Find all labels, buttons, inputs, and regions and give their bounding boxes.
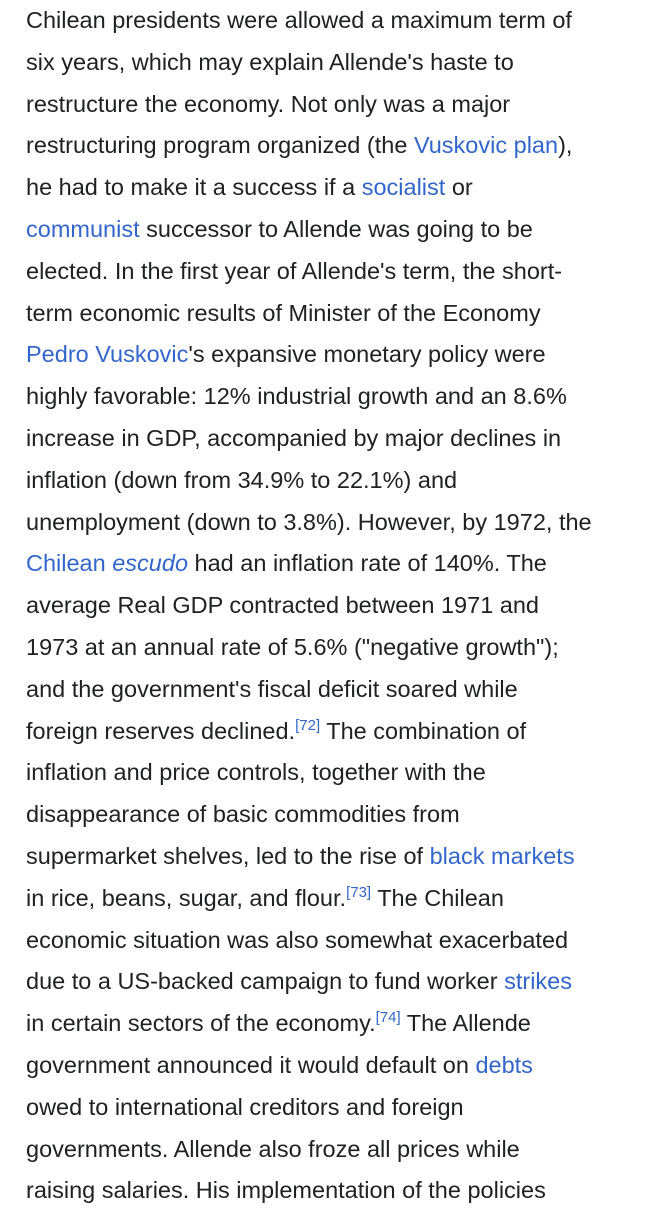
text-line: Chilean escudo had an inflation rate of …	[26, 543, 651, 585]
text: ),	[558, 132, 573, 159]
text-line: governments. Allende also froze all pric…	[26, 1129, 651, 1171]
reference[interactable]: [72]	[295, 716, 321, 734]
text-line: six years, which may explain Allende's h…	[26, 42, 651, 84]
text: highly favorable: 12% industrial growth …	[26, 383, 567, 410]
text: unemployment (down to 3.8%). However, by…	[26, 508, 592, 535]
text: increase in GDP, accompanied by major de…	[26, 424, 562, 451]
text: disappearance of basic commodities from	[26, 801, 460, 828]
text-line: government announced it would default on…	[26, 1045, 651, 1087]
text: government announced it would default on	[26, 1051, 476, 1078]
text: 1973 at an annual rate of 5.6% ("negativ…	[26, 633, 559, 660]
text: owed to international creditors and fore…	[26, 1093, 464, 1120]
link[interactable]: socialist	[361, 174, 446, 201]
text: economic situation was also somewhat exa…	[26, 926, 569, 953]
text-line: due to a US-backed campaign to fund work…	[26, 961, 651, 1003]
text: The combination of	[320, 717, 527, 744]
text-line: disappearance of basic commodities from	[26, 794, 651, 836]
text-line: foreign reserves declined.[72] The combi…	[26, 711, 651, 753]
text-line: inflation and price controls, together w…	[26, 752, 651, 794]
text: Chilean presidents were allowed a maximu…	[26, 7, 572, 33]
text-line: Pedro Vuskovic's expansive monetary poli…	[26, 334, 651, 376]
link[interactable]: Pedro Vuskovic	[26, 341, 189, 368]
reference[interactable]: [73]	[346, 883, 372, 901]
text: inflation (down from 34.9% to 22.1%) and	[26, 466, 458, 493]
text: restructure the economy. Not only was a …	[26, 90, 511, 117]
text-line: raising salaries. His implementation of …	[26, 1170, 651, 1212]
text-line: he had to make it a success if a sociali…	[26, 167, 651, 209]
text: elected. In the first year of Allende's …	[26, 257, 563, 284]
text: he had to make it a success if a	[26, 174, 362, 201]
text: term economic results of Minister of the…	[26, 299, 541, 326]
text: in certain sectors of the economy.	[26, 1010, 376, 1037]
text-line: supermarket shelves, led to the rise of …	[26, 836, 651, 878]
text-line: communist successor to Allende was going…	[26, 209, 651, 251]
link[interactable]: black markets	[429, 842, 575, 869]
text: had an inflation rate of 140%. The	[188, 550, 547, 577]
text-line: inflation (down from 34.9% to 22.1%) and	[26, 460, 651, 502]
text-line: Chilean presidents were allowed a maximu…	[26, 0, 651, 42]
text: The Chilean	[371, 884, 504, 911]
text-line: in certain sectors of the economy.[74] T…	[26, 1003, 651, 1045]
text-line: elected. In the first year of Allende's …	[26, 251, 651, 293]
text: six years, which may explain Allende's h…	[26, 48, 514, 75]
text: inflation and price controls, together w…	[26, 759, 486, 786]
text-line: average Real GDP contracted between 1971…	[26, 585, 651, 627]
text-line: economic situation was also somewhat exa…	[26, 920, 651, 962]
text-line: unemployment (down to 3.8%). However, by…	[26, 502, 651, 544]
text-line: restructuring program organized (the Vus…	[26, 125, 651, 167]
text: The Allende	[400, 1010, 531, 1037]
link[interactable]: Vuskovic plan	[413, 132, 559, 159]
link[interactable]: debts	[475, 1051, 533, 1078]
link[interactable]: strikes	[504, 968, 573, 995]
text: raising salaries. His implementation of …	[26, 1177, 546, 1204]
text-line: increase in GDP, accompanied by major de…	[26, 418, 651, 460]
text: average Real GDP contracted between 1971…	[26, 592, 539, 619]
text-line: owed to international creditors and fore…	[26, 1087, 651, 1129]
link[interactable]: communist	[26, 215, 140, 242]
text: in rice, beans, sugar, and flour.	[26, 884, 347, 911]
text: successor to Allende was going to be	[139, 215, 533, 242]
link[interactable]: escudo	[112, 550, 189, 577]
text: supermarket shelves, led to the rise of	[26, 842, 430, 869]
text-line: and the government's fiscal deficit soar…	[26, 669, 651, 711]
text: and the government's fiscal deficit soar…	[26, 675, 518, 702]
text: 's expansive monetary policy were	[188, 341, 546, 368]
text: governments. Allende also froze all pric…	[26, 1135, 520, 1162]
text-line: in rice, beans, sugar, and flour.[73] Th…	[26, 878, 651, 920]
article-paragraph: Chilean presidents were allowed a maximu…	[26, 0, 651, 1212]
text-line: restructure the economy. Not only was a …	[26, 84, 651, 126]
reference[interactable]: [74]	[375, 1009, 401, 1027]
text-line: 1973 at an annual rate of 5.6% ("negativ…	[26, 627, 651, 669]
text-line: term economic results of Minister of the…	[26, 293, 651, 335]
text: restructuring program organized (the	[26, 132, 414, 159]
text: or	[445, 174, 473, 201]
text: due to a US-backed campaign to fund work…	[26, 968, 505, 995]
text-line: highly favorable: 12% industrial growth …	[26, 376, 651, 418]
link[interactable]: Chilean	[26, 550, 113, 577]
text: foreign reserves declined.	[26, 717, 296, 744]
